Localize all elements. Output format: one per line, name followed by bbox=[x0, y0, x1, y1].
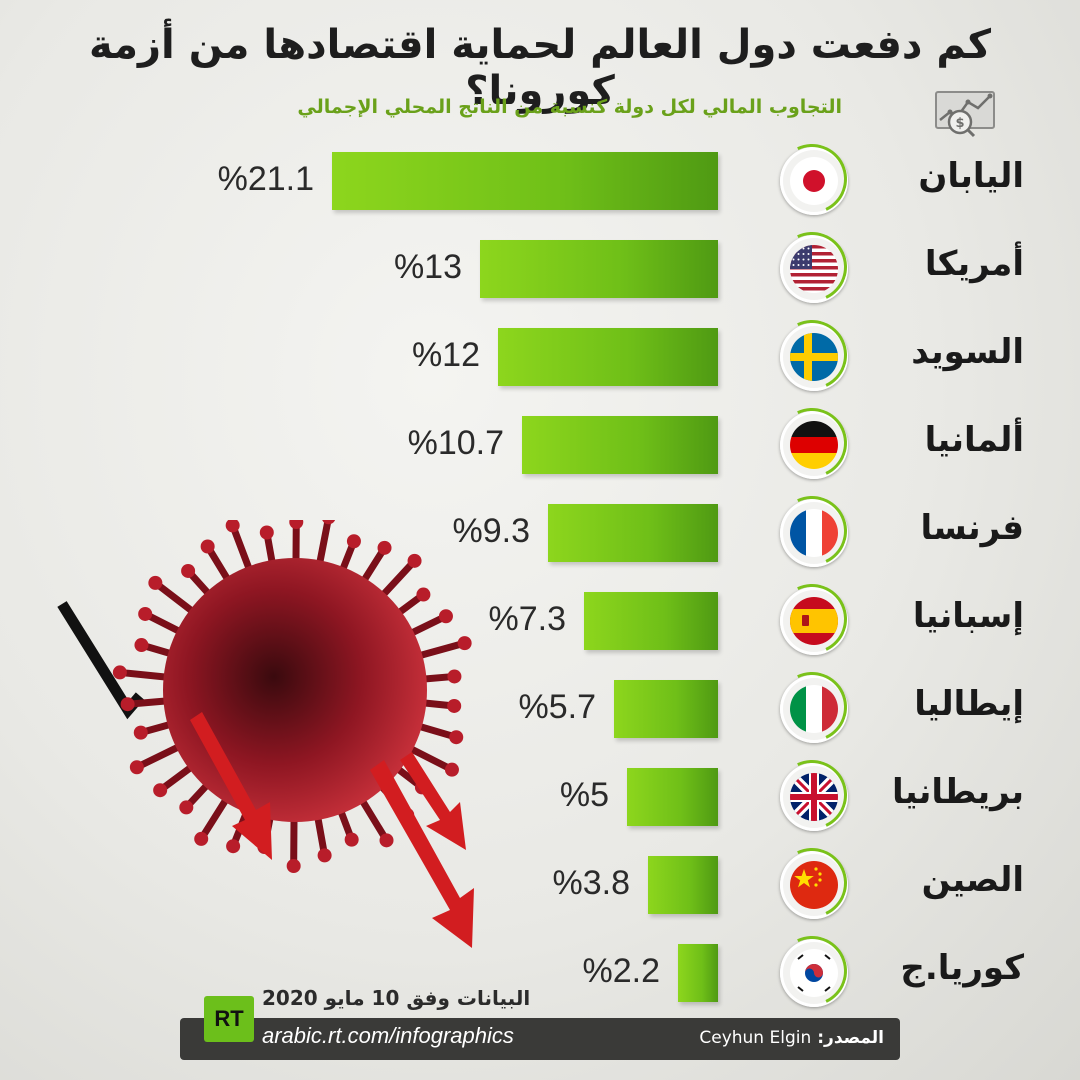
bar-row: %12 السويد bbox=[0, 310, 1080, 400]
spain-flag-icon bbox=[767, 574, 857, 664]
japan-flag-icon bbox=[767, 134, 857, 224]
country-label: السويد bbox=[911, 332, 1024, 372]
country-label: كوريا.ج bbox=[900, 948, 1024, 988]
bar bbox=[627, 768, 718, 826]
country-label: أمريكا bbox=[924, 244, 1024, 284]
source-label: المصدر: bbox=[817, 1028, 884, 1048]
bar-row: %21.1 اليابان bbox=[0, 134, 1080, 224]
chart-subtitle: التجاوب المالي لكل دولة كنسبة من الناتج … bbox=[297, 96, 842, 118]
bar-row: %3.8 الصين bbox=[0, 838, 1080, 928]
source-credit: المصدر:Ceyhun Elgin bbox=[699, 1028, 884, 1048]
sweden-flag-icon bbox=[767, 310, 857, 400]
bar-value-label: %5 bbox=[559, 776, 609, 814]
country-label: إسبانيا bbox=[912, 596, 1024, 636]
data-date-note: البيانات وفق 10 مايو 2020 bbox=[262, 986, 531, 1010]
bar-row: %13 أمريكا bbox=[0, 222, 1080, 312]
china-flag-icon bbox=[767, 838, 857, 928]
bar-value-label: %9.3 bbox=[452, 512, 531, 550]
footer-bar bbox=[180, 1018, 900, 1060]
bar-value-label: %2.2 bbox=[582, 952, 661, 990]
bar-row: %5.7 إيطاليا bbox=[0, 662, 1080, 752]
bar bbox=[678, 944, 718, 1002]
france-flag-icon bbox=[767, 486, 857, 576]
bar bbox=[648, 856, 718, 914]
bar bbox=[614, 680, 718, 738]
bar bbox=[480, 240, 718, 298]
financial-chart-icon: $ bbox=[935, 91, 995, 138]
country-label: الصين bbox=[921, 860, 1024, 900]
site-url[interactable]: arabic.rt.com/infographics bbox=[262, 1023, 514, 1048]
bar-value-label: %12 bbox=[411, 336, 480, 374]
bar bbox=[584, 592, 718, 650]
italy-flag-icon bbox=[767, 662, 857, 752]
bar-value-label: %3.8 bbox=[552, 864, 631, 902]
bar-row: %2.2 كوريا.ج bbox=[0, 926, 1080, 1016]
bar-value-label: %5.7 bbox=[518, 688, 597, 726]
uk-flag-icon bbox=[767, 750, 857, 840]
bar-row: %7.3 إسبانيا bbox=[0, 574, 1080, 664]
bar-value-label: %7.3 bbox=[488, 600, 567, 638]
country-label: بريطانيا bbox=[892, 772, 1024, 812]
south-korea-flag-icon bbox=[767, 926, 857, 1016]
bar-value-label: %21.1 bbox=[217, 160, 314, 198]
bar bbox=[332, 152, 718, 210]
usa-flag-icon bbox=[767, 222, 857, 312]
country-label: ألمانيا bbox=[924, 420, 1024, 460]
rt-logo: RT bbox=[204, 996, 254, 1042]
bar-row: %10.7 ألمانيا bbox=[0, 398, 1080, 488]
svg-text:$: $ bbox=[955, 116, 964, 131]
country-label: فرنسا bbox=[920, 508, 1024, 548]
bar-value-label: %13 bbox=[393, 248, 462, 286]
bar-row: %5 بريطانيا bbox=[0, 750, 1080, 840]
country-label: إيطاليا bbox=[914, 684, 1024, 724]
bar bbox=[548, 504, 718, 562]
page-title: كم دفعت دول العالم لحماية اقتصادها من أز… bbox=[89, 22, 991, 114]
virus-icon bbox=[57, 520, 474, 948]
germany-flag-icon bbox=[767, 398, 857, 488]
bar bbox=[522, 416, 718, 474]
bar bbox=[498, 328, 718, 386]
bar-value-label: %10.7 bbox=[407, 424, 504, 462]
bar-row: %9.3 فرنسا bbox=[0, 486, 1080, 576]
source-value: Ceyhun Elgin bbox=[699, 1028, 812, 1048]
country-label: اليابان bbox=[918, 156, 1024, 196]
